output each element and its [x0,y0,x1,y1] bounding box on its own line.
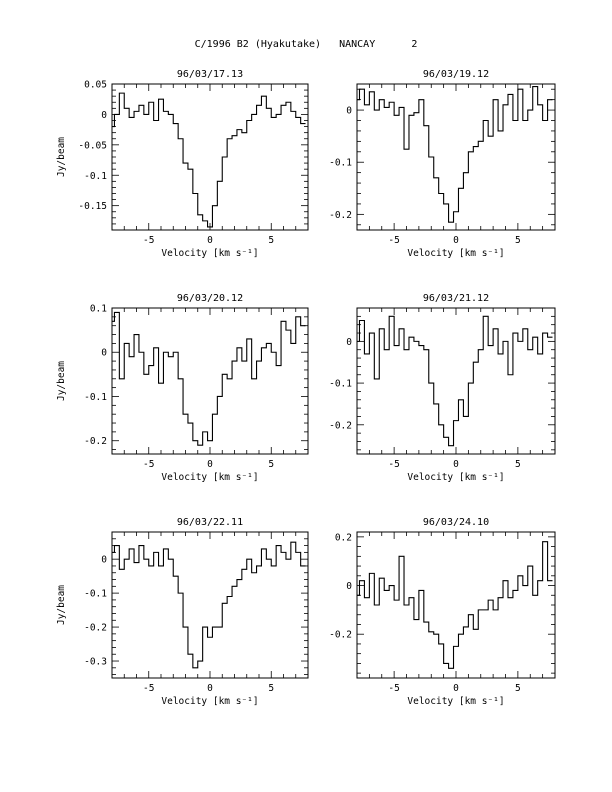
x-tick-label: 0 [207,683,213,694]
panel-6: 96/03/24.10 -5 0 5 0.2 0 -0.2 Velocity [km s⁻¹] [329,517,556,707]
panel-title: 96/03/21.12 [423,293,489,304]
panel-title: 96/03/24.10 [423,517,489,528]
x-axis-label: Velocity [km s⁻¹] [161,696,258,707]
plot-frame [111,307,309,455]
x-tick-label: -5 [143,235,154,246]
x-tick-label: 5 [515,459,521,470]
y-tick-label: 0 [101,348,107,359]
x-axis-label: Velocity [km s⁻¹] [407,472,504,483]
x-tick-label: 0 [453,459,459,470]
y-axis-label: Jy/beam [56,361,67,401]
x-tick-label: 5 [515,683,521,694]
x-tick-label: -5 [143,459,154,470]
panel-5: 96/03/22.11 -5 0 5 0 -0.1 -0.2 -0.3 Velocity [km… [56,517,309,707]
x-tick-label: 5 [268,683,274,694]
plot-frame [356,307,556,455]
page-title: C/1996 B2 (Hyakutake) NANCAY 2 [195,39,418,50]
spectrum-line [112,92,306,228]
x-tick-label: 0 [207,459,213,470]
y-tick-label: -0.3 [84,657,107,668]
spectrum-line [357,315,553,447]
y-tick-label: 0 [346,581,352,592]
x-tick-label: -5 [388,235,399,246]
plot-frame [111,531,309,679]
x-tick-label: -5 [388,459,399,470]
spectrum-line [112,311,306,446]
panel-title: 96/03/22.11 [177,517,243,528]
x-tick-label: -5 [143,683,154,694]
panel-2: 96/03/19.12 -5 0 5 0 -0.1 -0.2 Velocity [km s⁻¹… [329,69,556,259]
x-axis-label: Velocity [km s⁻¹] [161,248,258,259]
panel-title: 96/03/20.12 [177,293,243,304]
y-tick-label: -0.1 [84,589,107,600]
y-tick-label: -0.1 [84,392,107,403]
x-axis-label: Velocity [km s⁻¹] [161,472,258,483]
x-tick-label: 5 [268,235,274,246]
x-axis-label: Velocity [km s⁻¹] [407,696,504,707]
panel-3: 96/03/20.12 -5 0 5 0.1 0 -0.1 -0.2 Velocity [km … [56,293,309,483]
spectrum-line [112,541,306,669]
y-tick-label: -0.05 [78,140,107,151]
panel-4: 96/03/21.12 -5 0 5 0 -0.1 -0.2 Velocity [km s⁻¹… [329,293,556,483]
x-tick-label: -5 [388,683,399,694]
x-axis-label: Velocity [km s⁻¹] [407,248,504,259]
y-tick-label: -0.1 [329,379,352,390]
y-tick-label: -0.2 [84,436,107,447]
y-tick-label: 0 [346,337,352,348]
x-tick-label: 0 [453,683,459,694]
y-tick-label: 0 [101,555,107,566]
spectrum-line [357,86,553,223]
y-tick-label: 0 [101,110,107,121]
y-tick-label: 0 [346,106,352,117]
y-tick-label: 0.05 [84,80,107,91]
panel-1: 96/03/17.13 -5 0 5 0.05 0 -0.05 -0.1 -0.15 Veloci… [56,69,309,259]
y-tick-label: 0.2 [335,532,352,543]
x-tick-label: 5 [268,459,274,470]
y-tick-label: -0.2 [329,630,352,641]
panel-title: 96/03/17.13 [177,69,243,80]
x-tick-label: 0 [453,235,459,246]
plot-frame [111,83,309,231]
panel-title: 96/03/19.12 [423,69,489,80]
x-tick-label: 0 [207,235,213,246]
y-tick-label: -0.2 [329,210,352,221]
spectrum-line [357,541,553,669]
y-tick-label: -0.2 [329,420,352,431]
y-axis-label: Jy/beam [56,137,67,177]
y-tick-label: -0.2 [84,623,107,634]
y-axis-label: Jy/beam [56,585,67,625]
plot-frame [356,83,556,231]
x-tick-label: 5 [515,235,521,246]
y-tick-label: 0.1 [90,304,107,315]
y-tick-label: -0.1 [329,158,352,169]
y-tick-label: -0.1 [84,171,107,182]
y-tick-label: -0.15 [78,201,107,212]
plot-frame [356,531,556,679]
